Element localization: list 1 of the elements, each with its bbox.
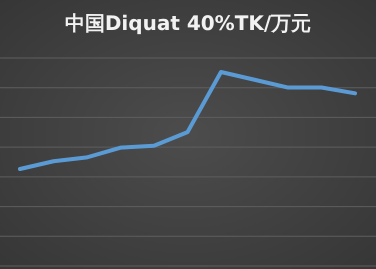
title: 中国Diquat 40%TK/万元 [64,11,312,35]
